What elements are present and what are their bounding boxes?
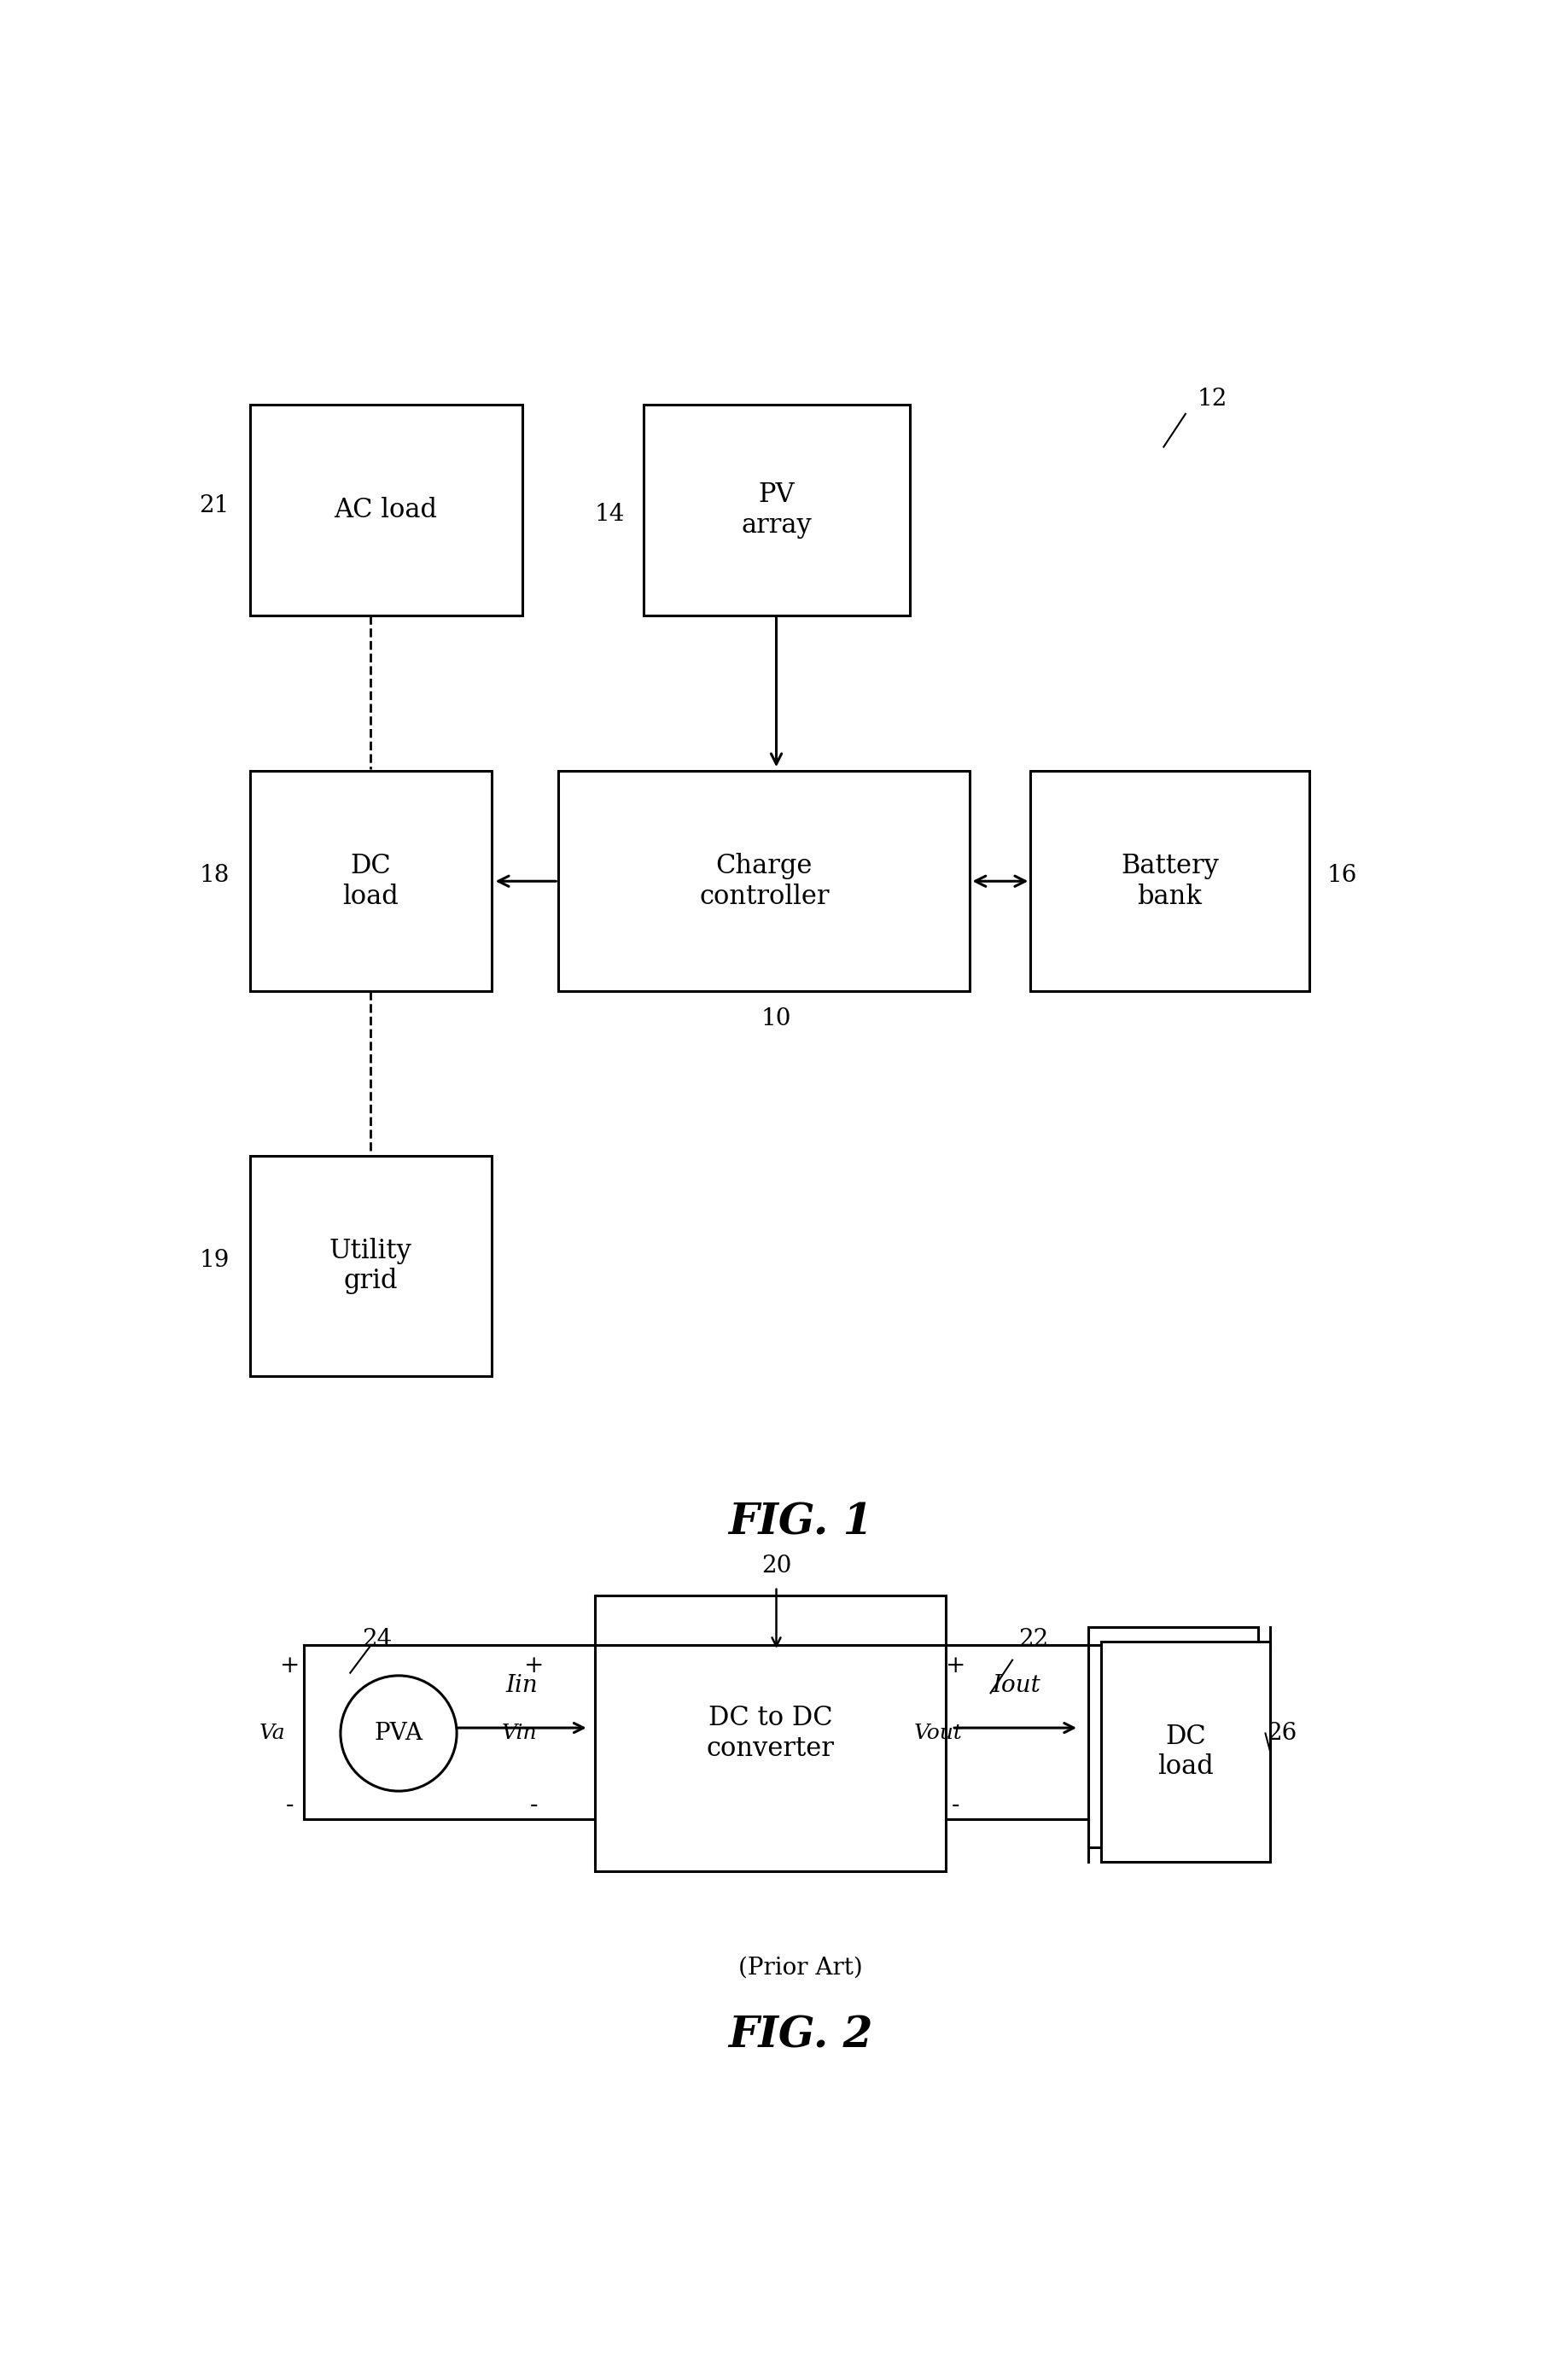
Text: 19: 19 xyxy=(198,1250,230,1271)
Text: Charge
controller: Charge controller xyxy=(700,852,829,909)
Text: FIG. 2: FIG. 2 xyxy=(728,2016,873,2056)
Text: AC load: AC load xyxy=(334,497,437,524)
Text: Battery
bank: Battery bank xyxy=(1120,852,1218,909)
Text: DC
load: DC load xyxy=(1157,1723,1214,1780)
Text: Iout: Iout xyxy=(992,1673,1040,1697)
FancyBboxPatch shape xyxy=(1089,1628,1257,1847)
FancyBboxPatch shape xyxy=(250,771,492,990)
Text: -: - xyxy=(286,1792,294,1816)
FancyBboxPatch shape xyxy=(558,771,970,990)
Text: 18: 18 xyxy=(198,864,230,888)
Text: Vin: Vin xyxy=(501,1723,537,1742)
FancyBboxPatch shape xyxy=(250,1157,492,1376)
Text: (Prior Art): (Prior Art) xyxy=(739,1956,862,1980)
Text: -: - xyxy=(530,1792,539,1816)
Text: Utility
grid: Utility grid xyxy=(330,1238,412,1295)
Text: PV
array: PV array xyxy=(740,481,812,538)
Text: DC
load: DC load xyxy=(342,852,398,909)
Text: 20: 20 xyxy=(761,1554,792,1578)
Text: 22: 22 xyxy=(1018,1628,1048,1652)
FancyBboxPatch shape xyxy=(1031,771,1309,990)
Text: +: + xyxy=(280,1654,300,1678)
Text: +: + xyxy=(945,1654,965,1678)
Text: 10: 10 xyxy=(761,1007,792,1031)
FancyBboxPatch shape xyxy=(644,405,909,616)
Text: 24: 24 xyxy=(362,1628,392,1652)
Text: PVA: PVA xyxy=(375,1721,423,1745)
FancyBboxPatch shape xyxy=(1101,1642,1270,1861)
Text: Va: Va xyxy=(259,1723,286,1742)
FancyBboxPatch shape xyxy=(250,405,522,616)
FancyBboxPatch shape xyxy=(595,1597,947,1871)
Text: 16: 16 xyxy=(1328,864,1357,888)
Text: 12: 12 xyxy=(1198,388,1228,412)
Text: DC to DC
converter: DC to DC converter xyxy=(706,1704,834,1761)
Text: +: + xyxy=(525,1654,544,1678)
Text: FIG. 1: FIG. 1 xyxy=(728,1502,873,1545)
Text: -: - xyxy=(951,1792,959,1816)
Text: 26: 26 xyxy=(1267,1721,1296,1745)
Text: Iin: Iin xyxy=(506,1673,539,1697)
Text: 14: 14 xyxy=(595,502,625,526)
Text: Vout: Vout xyxy=(914,1723,962,1742)
Text: 21: 21 xyxy=(198,495,230,516)
